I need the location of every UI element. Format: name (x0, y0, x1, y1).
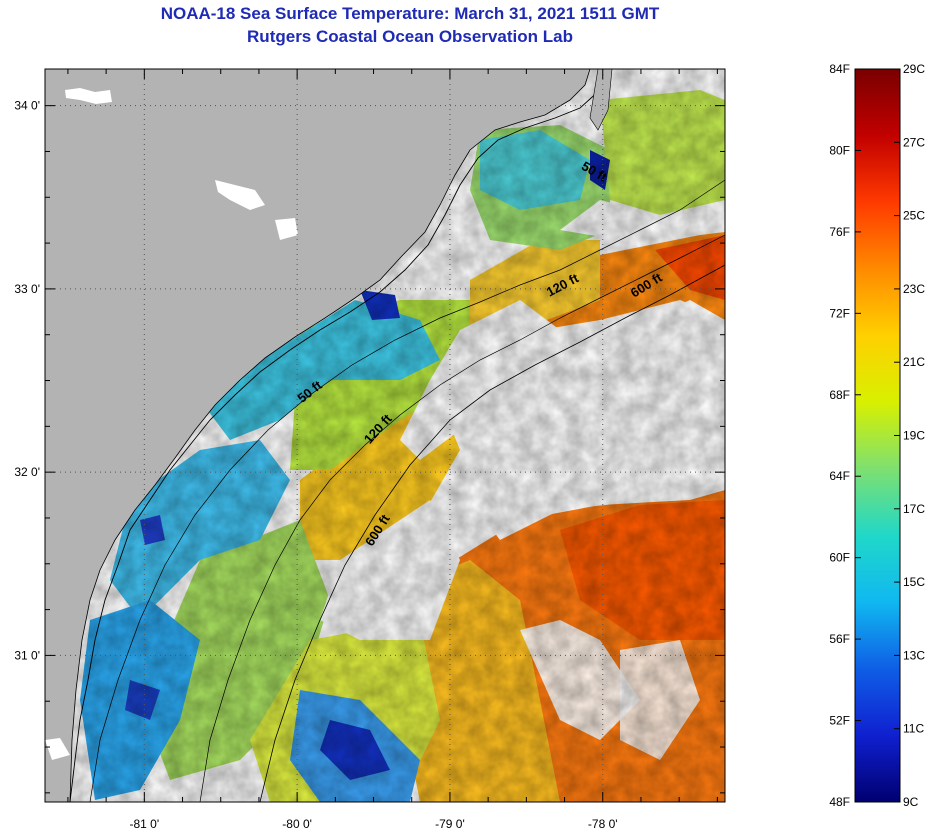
latitude-label: 31 0' (14, 648, 40, 662)
contour-50ft (89, 179, 725, 802)
colorbar-f-label: 68F (829, 388, 850, 402)
longitude-labels: -81 0' -80 0' -79 0' -78 0' (129, 817, 617, 831)
colorbar-c-label: 27C (903, 135, 925, 149)
contour-120ft (199, 234, 725, 802)
colorbar-f-label: 52F (829, 714, 850, 728)
colorbar-c-label: 21C (903, 355, 925, 369)
colorbar (854, 68, 901, 803)
colorbar-c-label: 25C (903, 209, 925, 223)
colorbar-f-label: 72F (829, 306, 850, 320)
longitude-label: -80 0' (282, 817, 312, 831)
colorbar-fahrenheit-labels: 84F 80F 76F 72F 68F 64F 60F 56F 52F 48F (829, 62, 861, 809)
contour-600ft (259, 264, 725, 802)
colorbar-f-label: 76F (829, 225, 850, 239)
colorbar-celsius-labels: 29C 27C 25C 23C 21C 19C 17C 15C 13C 11C 9C (894, 62, 925, 809)
colorbar-c-label: 19C (903, 429, 925, 443)
colorbar-c-label: 13C (903, 648, 925, 662)
colorbar-f-label: 48F (829, 795, 850, 809)
longitude-label: -78 0' (588, 817, 618, 831)
coastline (69, 89, 601, 802)
colorbar-c-label: 11C (903, 722, 924, 736)
colorbar-c-label: 23C (903, 282, 925, 296)
longitude-label: -79 0' (435, 817, 465, 831)
colorbar-f-label: 80F (829, 143, 850, 157)
colorbar-c-label: 29C (903, 62, 925, 76)
land-mass (45, 69, 591, 802)
colorbar-f-label: 60F (829, 551, 850, 565)
axis-ticks (45, 69, 725, 802)
latitude-label: 32 0' (14, 465, 40, 479)
map-frame (44, 68, 726, 803)
latitude-labels: 34 0' 33 0' 32 0' 31 0' (14, 99, 40, 663)
colorbar-c-label: 15C (903, 575, 925, 589)
graticule (45, 69, 725, 802)
latitude-label: 34 0' (14, 99, 40, 113)
colorbar-f-label: 64F (829, 469, 850, 483)
cloud-over-land (65, 88, 112, 104)
map-subtitle: Rutgers Coastal Ocean Observation Lab (247, 27, 573, 46)
latitude-label: 33 0' (14, 282, 40, 296)
map-title: NOAA-18 Sea Surface Temperature: March 3… (160, 4, 660, 23)
colorbar-f-label: 84F (829, 62, 850, 76)
colorbar-f-label: 56F (829, 632, 850, 646)
colorbar-c-label: 9C (903, 795, 919, 809)
colorbar-c-label: 17C (903, 502, 925, 516)
longitude-label: -81 0' (129, 817, 159, 831)
